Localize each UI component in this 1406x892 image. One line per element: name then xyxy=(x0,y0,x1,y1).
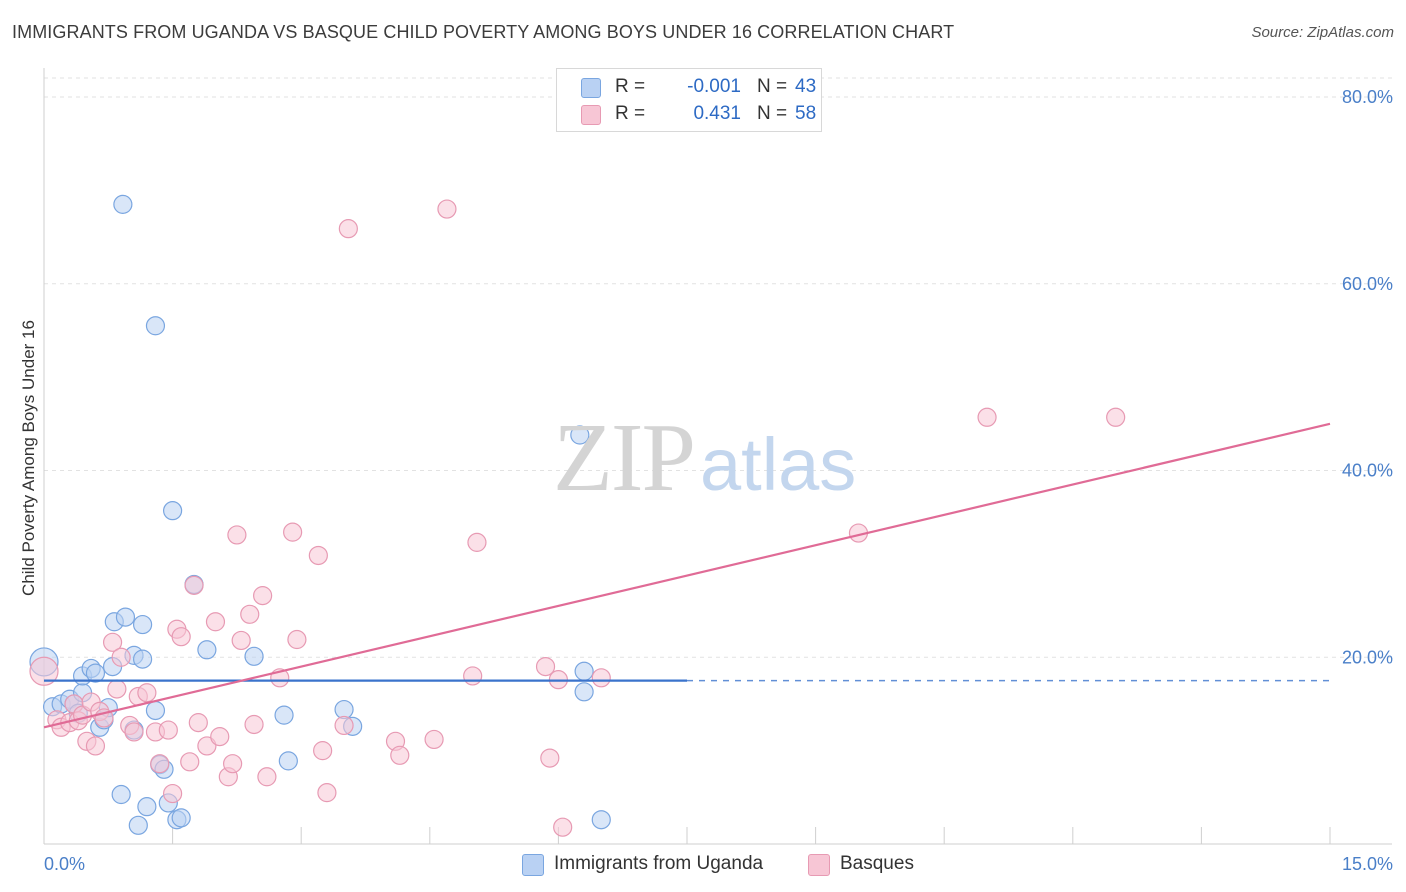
basques-point xyxy=(287,629,307,650)
basques-point xyxy=(308,545,328,566)
basques-point xyxy=(467,532,487,552)
basques-point xyxy=(591,668,611,688)
watermark-zip: ZIP xyxy=(553,404,696,512)
y-tick-label: 40.0% xyxy=(1342,461,1393,481)
uganda-point xyxy=(574,682,594,702)
basques-point xyxy=(150,754,170,774)
basques-point xyxy=(223,754,243,774)
trend-lines xyxy=(43,422,1331,729)
basques-point xyxy=(197,736,217,756)
legend-n-label: N = xyxy=(757,76,788,97)
basques-point xyxy=(85,736,106,756)
uganda-point xyxy=(574,661,594,681)
y-tick-label: 60.0% xyxy=(1342,274,1393,294)
bottom-legend-swatch-uganda xyxy=(522,854,544,876)
grid-lines xyxy=(44,77,1392,658)
basques-point xyxy=(334,715,354,736)
uganda-point xyxy=(132,614,153,635)
basques-point xyxy=(124,722,144,742)
legend-r-value-uganda: -0.001 xyxy=(687,76,741,97)
uganda-point xyxy=(197,640,217,660)
x-tick-label: 15.0% xyxy=(1342,854,1393,874)
legend-r-label: R = xyxy=(615,76,646,97)
basques-trend-line xyxy=(43,422,1331,729)
legend-r-label: R = xyxy=(615,103,646,124)
basques-point xyxy=(111,647,131,667)
basques-point xyxy=(257,767,277,787)
basques-point xyxy=(424,729,444,750)
basques-point xyxy=(205,612,226,632)
y-axis-label: Child Poverty Among Boys Under 16 xyxy=(19,320,38,596)
legend-swatch-uganda xyxy=(581,78,601,98)
basques-point xyxy=(240,604,260,624)
uganda-point xyxy=(137,797,157,817)
basques-point xyxy=(231,630,251,651)
uganda-point xyxy=(278,751,298,771)
y-tick-label: 20.0% xyxy=(1342,647,1393,667)
basques-point xyxy=(283,522,303,542)
basques-point xyxy=(137,683,157,703)
basques-point xyxy=(184,575,204,595)
uganda-point xyxy=(113,194,133,214)
uganda-point xyxy=(163,501,183,521)
basques-point xyxy=(29,656,59,686)
basques-point xyxy=(437,199,457,219)
basques-point xyxy=(102,632,123,652)
uganda-point xyxy=(132,649,153,669)
basques-point xyxy=(535,656,556,677)
basques-point xyxy=(210,727,230,747)
uganda-point xyxy=(145,316,166,336)
source-credit: Source: ZipAtlas.com xyxy=(1251,24,1394,41)
legend-n-value-basques: 58 xyxy=(795,103,817,124)
legend-n-value-uganda: 43 xyxy=(795,76,817,97)
legend-n-label: N = xyxy=(757,103,788,124)
basques-point xyxy=(158,720,178,740)
basques-point xyxy=(553,817,573,837)
uganda-point xyxy=(591,810,611,830)
uganda-point xyxy=(85,663,106,683)
y-tick-label: 80.0% xyxy=(1342,87,1393,107)
axes: 20.0% 40.0% 60.0% 80.0% 0.0% 15.0% xyxy=(43,68,1393,874)
uganda-point xyxy=(274,705,294,725)
basques-point xyxy=(977,407,997,427)
chart-title: IMMIGRANTS FROM UGANDA VS BASQUE CHILD P… xyxy=(12,22,955,42)
basques-point xyxy=(188,713,208,733)
basques-point xyxy=(540,748,560,768)
basques-point xyxy=(1106,407,1126,427)
basques-point xyxy=(107,679,127,699)
uganda-point xyxy=(128,815,148,835)
basques-point xyxy=(253,586,273,606)
uganda-point xyxy=(171,808,191,828)
basques-point xyxy=(180,752,200,772)
basques-point xyxy=(390,745,410,765)
legend-swatch-basques xyxy=(581,105,601,125)
uganda-point xyxy=(145,700,166,721)
bottom-legend-label-uganda: Immigrants from Uganda xyxy=(554,853,764,874)
uganda-point xyxy=(570,425,590,445)
basques-point xyxy=(163,783,183,804)
basques-point xyxy=(227,525,247,545)
watermark: ZIPatlas xyxy=(553,402,856,514)
basques-point xyxy=(171,627,191,647)
bottom-legend-label-basques: Basques xyxy=(840,853,914,874)
x-tick-label: 0.0% xyxy=(44,854,85,874)
basques-point xyxy=(338,219,358,239)
data-points xyxy=(29,194,1126,837)
legend-r-value-basques: 0.431 xyxy=(693,103,741,124)
watermark-atlas: atlas xyxy=(700,423,857,506)
uganda-point xyxy=(111,784,131,805)
basques-point xyxy=(317,783,337,803)
uganda-point xyxy=(244,646,264,666)
correlation-legend: R = -0.001 N = 43 R = 0.431 N = 58 xyxy=(556,68,822,132)
basques-point xyxy=(244,714,264,735)
bottom-legend-swatch-basques xyxy=(808,854,830,876)
basques-point xyxy=(313,741,333,761)
uganda-point xyxy=(115,607,136,627)
basques-point xyxy=(463,666,483,686)
